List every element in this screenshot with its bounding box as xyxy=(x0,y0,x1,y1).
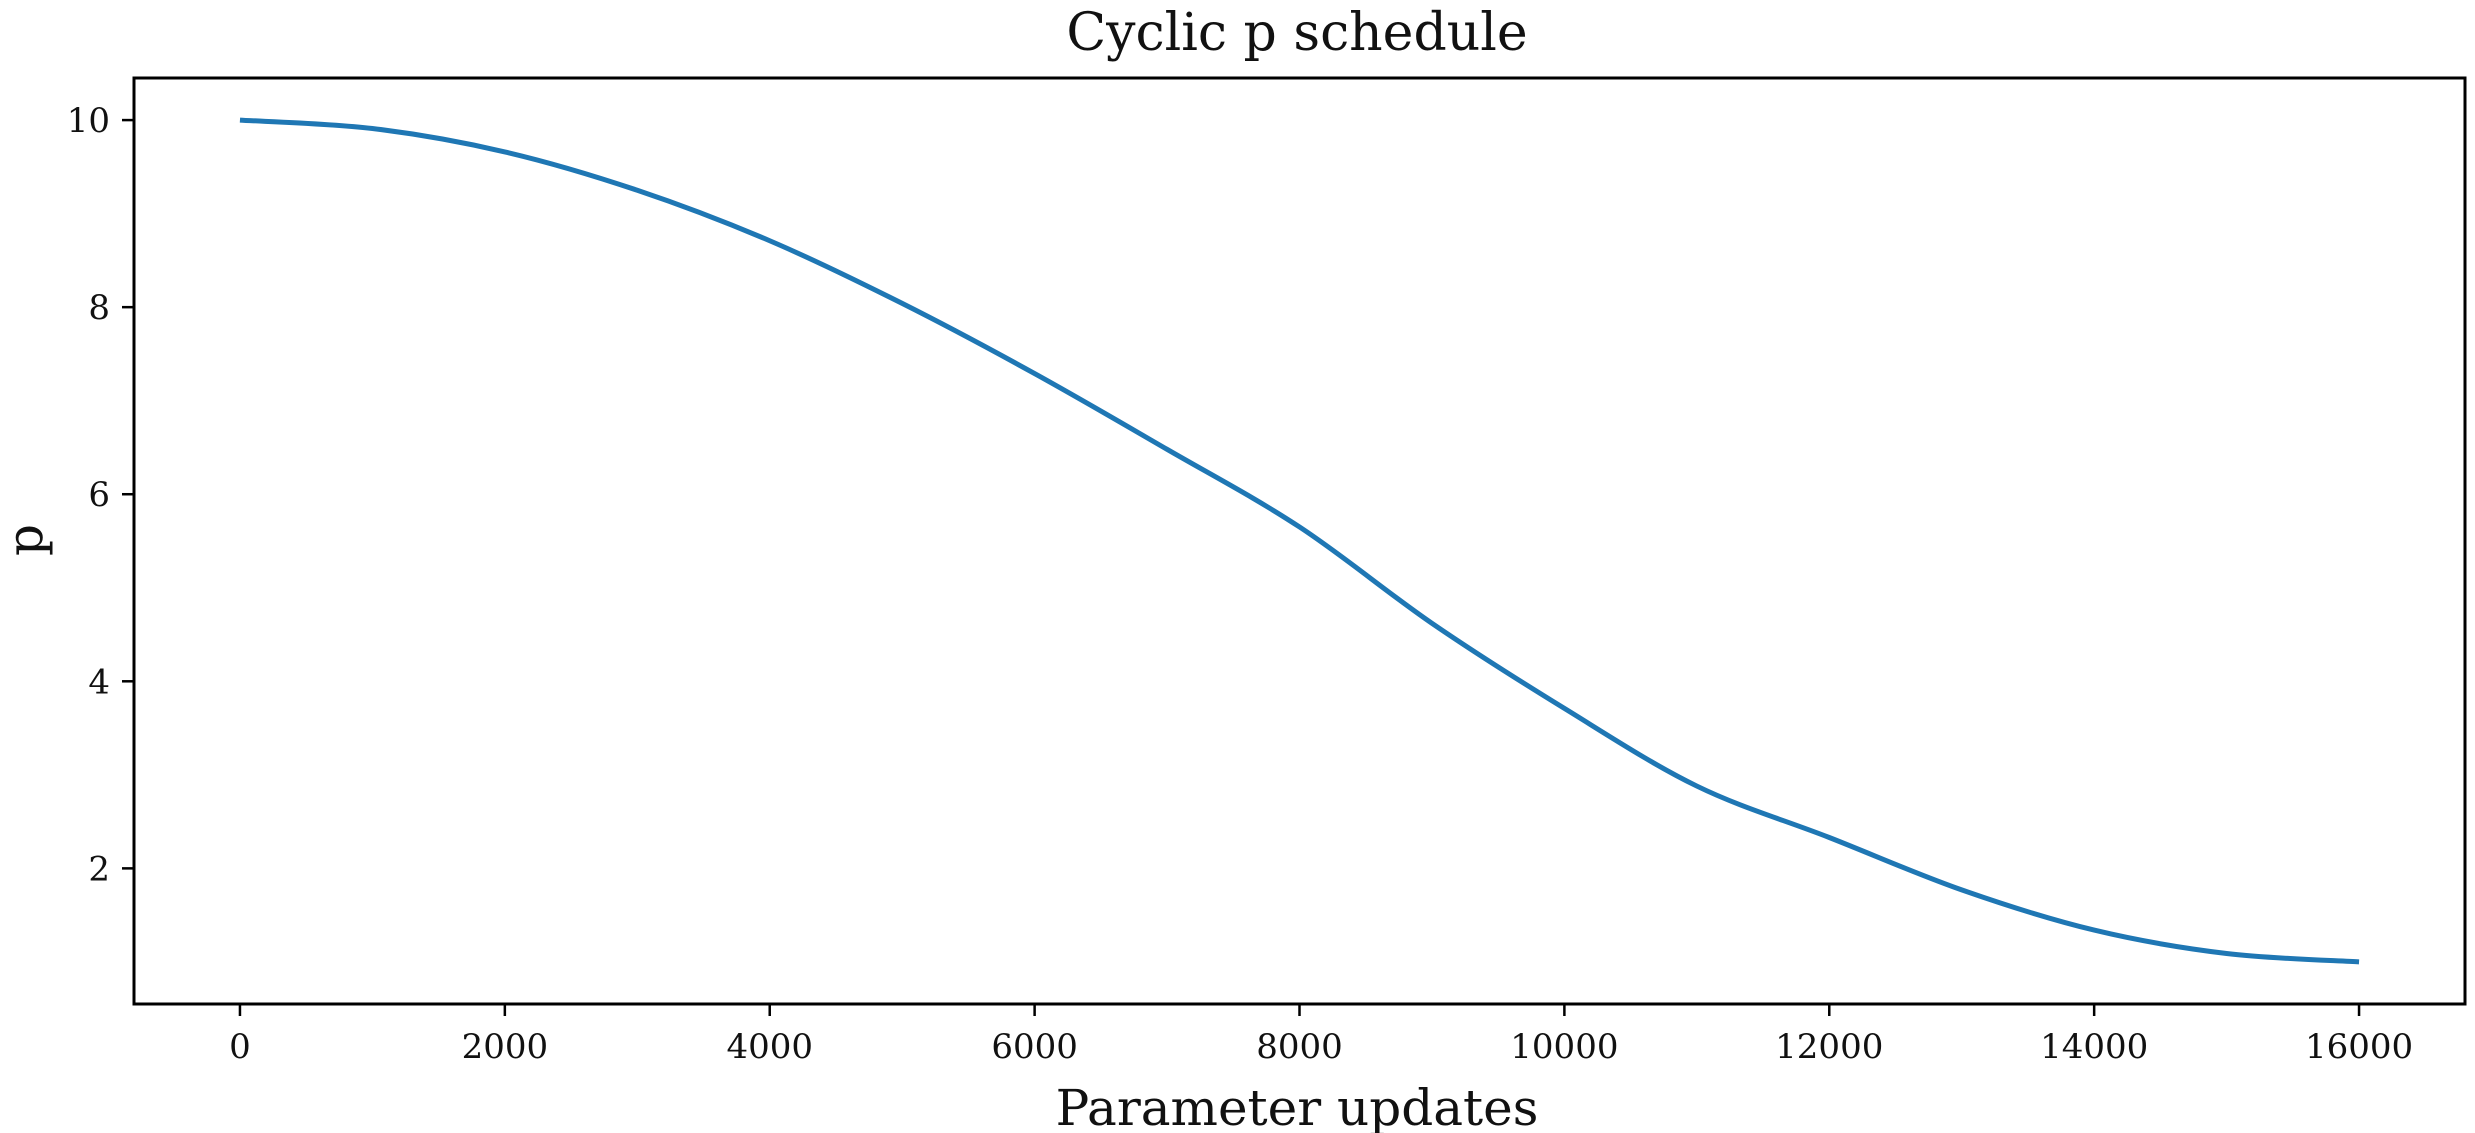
y-tick-label: 2 xyxy=(88,849,110,889)
y-tick-label: 4 xyxy=(88,662,110,702)
y-tick-label: 6 xyxy=(88,475,110,515)
x-tick-label: 14000 xyxy=(2040,1027,2148,1067)
x-tick-label: 0 xyxy=(229,1027,251,1067)
y-axis-label: p xyxy=(0,524,54,556)
x-tick-label: 10000 xyxy=(1510,1027,1618,1067)
series-line-0 xyxy=(239,117,2360,965)
x-tick-label: 4000 xyxy=(726,1027,813,1067)
y-axis-ticks: 2 4 6 8 10 xyxy=(67,101,134,889)
x-tick-label: 2000 xyxy=(462,1027,549,1067)
y-tick-label: 10 xyxy=(67,101,110,141)
x-tick-label: 8000 xyxy=(1256,1027,1343,1067)
x-tick-label: 12000 xyxy=(1775,1027,1883,1067)
x-axis-label: Parameter updates xyxy=(1056,1079,1539,1133)
x-axis-ticks: 0 2000 4000 6000 8000 10000 12000 14000 16000 xyxy=(229,1004,2413,1067)
y-tick-label: 8 xyxy=(88,288,110,328)
chart-title: Cyclic p schedule xyxy=(1066,3,1527,63)
plot-area xyxy=(239,117,2360,965)
x-tick-label: 6000 xyxy=(991,1027,1078,1067)
plot-frame xyxy=(132,76,2467,1006)
x-tick-label: 16000 xyxy=(2305,1027,2413,1067)
